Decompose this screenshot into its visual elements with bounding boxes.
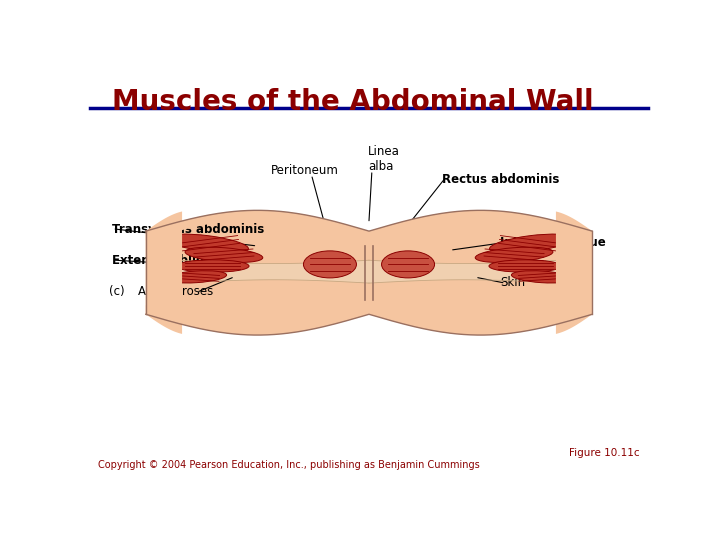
Text: Muscles of the Abdominal Wall: Muscles of the Abdominal Wall <box>112 87 594 116</box>
Ellipse shape <box>489 260 562 272</box>
Text: Rectus abdominis: Rectus abdominis <box>441 173 559 186</box>
Ellipse shape <box>511 271 572 283</box>
Polygon shape <box>145 212 182 334</box>
Polygon shape <box>369 260 559 283</box>
Text: Internal oblique: Internal oblique <box>500 237 606 249</box>
Text: (c): (c) <box>109 285 125 298</box>
Ellipse shape <box>490 234 572 253</box>
Text: Aponeuroses: Aponeuroses <box>138 285 214 298</box>
Ellipse shape <box>382 251 435 278</box>
Text: Copyright © 2004 Pearson Education, Inc., publishing as Benjamin Cummings: Copyright © 2004 Pearson Education, Inc.… <box>99 460 480 470</box>
Text: Linea
alba: Linea alba <box>368 145 400 173</box>
Polygon shape <box>556 212 593 334</box>
Polygon shape <box>145 211 593 335</box>
Text: Peritoneum: Peritoneum <box>271 164 339 177</box>
Ellipse shape <box>176 260 249 272</box>
Text: Skin: Skin <box>500 276 526 289</box>
Polygon shape <box>179 260 369 283</box>
Polygon shape <box>145 211 593 240</box>
Text: Transversus abdominis: Transversus abdominis <box>112 222 264 235</box>
Text: External oblique: External oblique <box>112 254 221 267</box>
Ellipse shape <box>185 247 263 262</box>
Text: Figure 10.11c: Figure 10.11c <box>569 448 639 458</box>
Ellipse shape <box>303 251 356 278</box>
Ellipse shape <box>475 247 553 262</box>
Ellipse shape <box>166 271 227 283</box>
Ellipse shape <box>166 234 248 253</box>
Polygon shape <box>145 305 593 335</box>
